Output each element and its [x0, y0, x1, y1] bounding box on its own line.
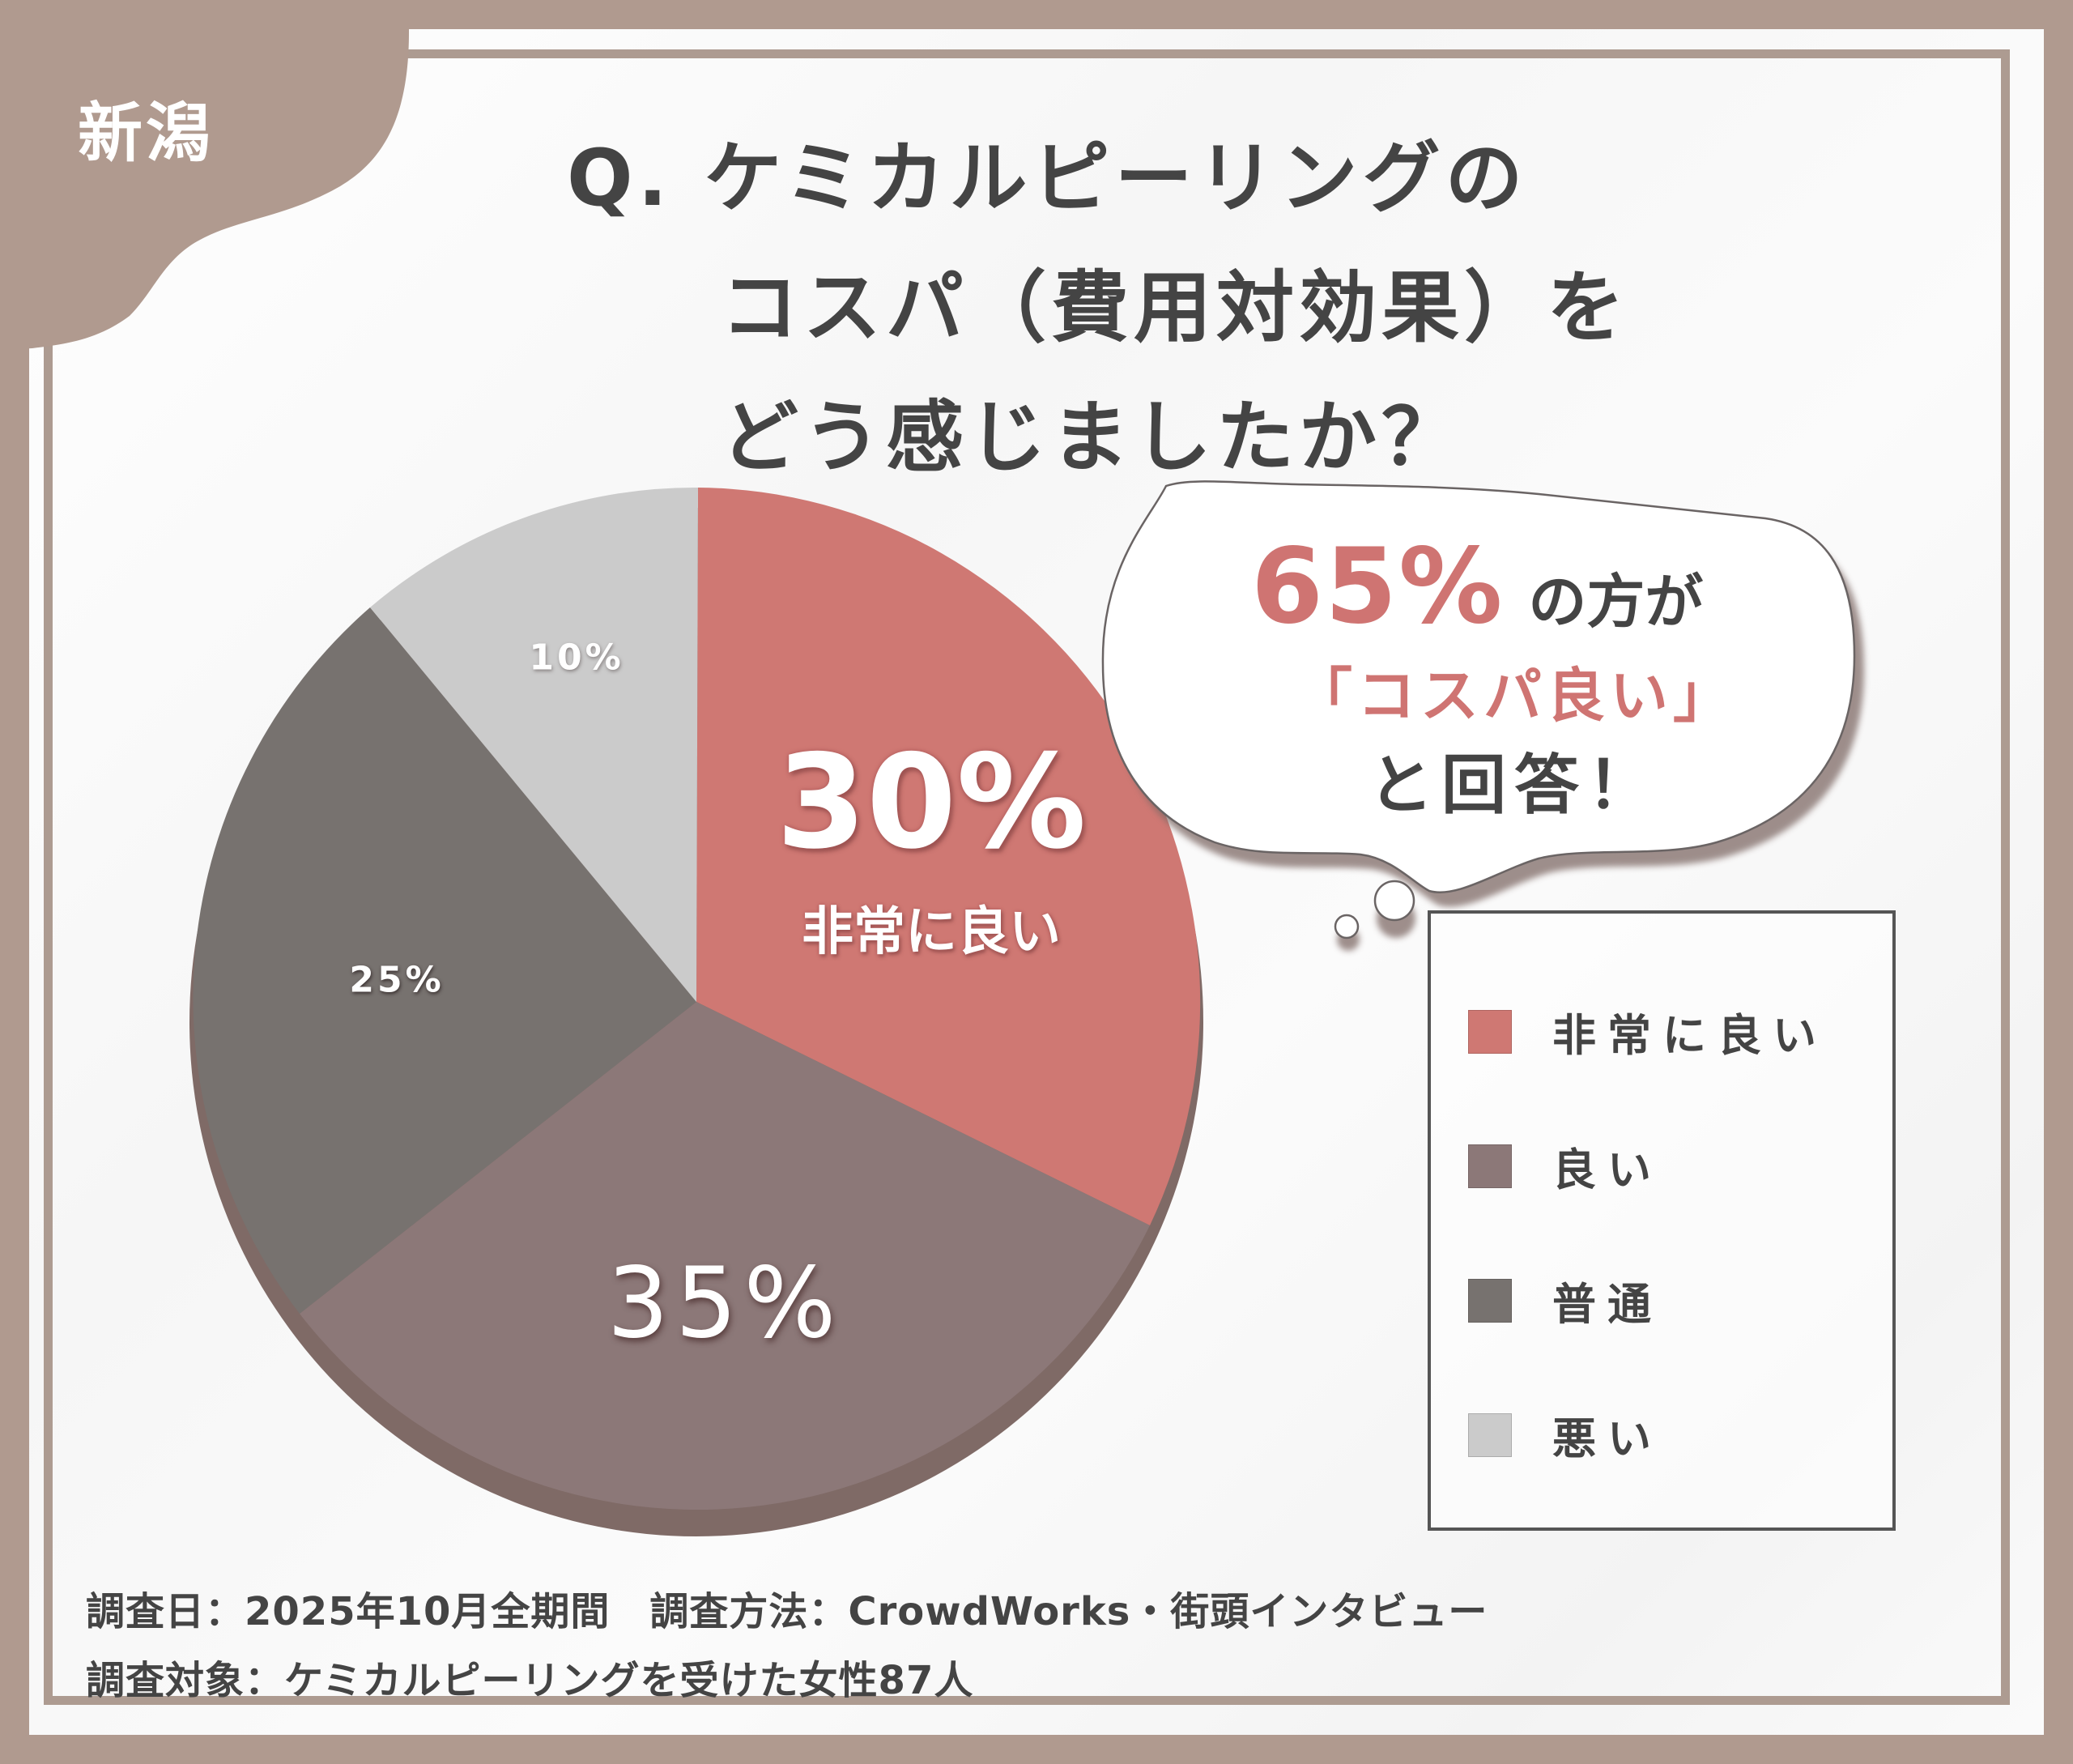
bubble-highlight-pct: 65%: [1251, 526, 1505, 647]
thought-dot-large: [1373, 880, 1415, 922]
bubble-line-1-rest: の方が: [1528, 568, 1704, 636]
legend-swatch-bad: [1468, 1412, 1512, 1457]
slice-bad: [370, 487, 698, 1002]
label-neutral-pct: 25%: [349, 959, 445, 1001]
title-line-1: Q. ケミカルピーリングの: [567, 133, 1528, 224]
title-line-2: コスパ（費用対効果）を: [721, 262, 1629, 353]
slice-neutral: [193, 607, 696, 1314]
legend-swatch-neutral: [1468, 1278, 1512, 1323]
legend-swatch-very-good: [1468, 1009, 1512, 1054]
legend-item-very-good: 非常に良い: [1468, 999, 1828, 1063]
survey-info-line-1: 調査日：2025年10月全期間 調査方法：CrowdWorks・街頭インタビュー: [86, 1589, 1488, 1634]
legend-item-good: 良い: [1468, 1134, 1662, 1198]
legend-label: 非常に良い: [1552, 1010, 1828, 1061]
legend-item-bad: 悪い: [1468, 1403, 1662, 1467]
label-bad-pct: 10%: [529, 637, 624, 679]
legend-swatch-good: [1468, 1144, 1512, 1188]
slice-very-good: [696, 488, 1201, 1225]
legend: 非常に良い 良い 普通 悪い: [1428, 910, 1896, 1531]
bubble-line-2: 「コスパ良い」: [1294, 662, 1737, 730]
legend-label: 悪い: [1552, 1413, 1662, 1464]
thought-bubble: [1101, 480, 1856, 893]
question-title: Q. ケミカルピーリングの コスパ（費用対効果）を どう感じましたか？: [567, 113, 1629, 502]
label-very-good-text: 非常に良い: [802, 902, 1061, 962]
region-label: 新潟: [78, 96, 214, 171]
label-very-good-pct: 30%: [776, 726, 1087, 878]
survey-info-line-2: 調査対象：ケミカルピーリングを受けた女性87人: [86, 1658, 974, 1703]
bubble-line-1: 65% の方が: [1251, 526, 1703, 647]
legend-label: 普通: [1552, 1279, 1662, 1330]
legend-label: 良い: [1552, 1144, 1662, 1195]
bubble-line-3: と回答！: [1369, 748, 1660, 823]
label-good-pct: 35%: [607, 1247, 843, 1361]
slice-good: [300, 1002, 1150, 1510]
thought-dot-small: [1334, 914, 1360, 940]
title-line-3: どう感じましたか？: [721, 392, 1464, 483]
region-corner-blob: [0, 0, 409, 350]
inner-frame: [44, 49, 2010, 1705]
legend-item-neutral: 普通: [1468, 1268, 1662, 1332]
